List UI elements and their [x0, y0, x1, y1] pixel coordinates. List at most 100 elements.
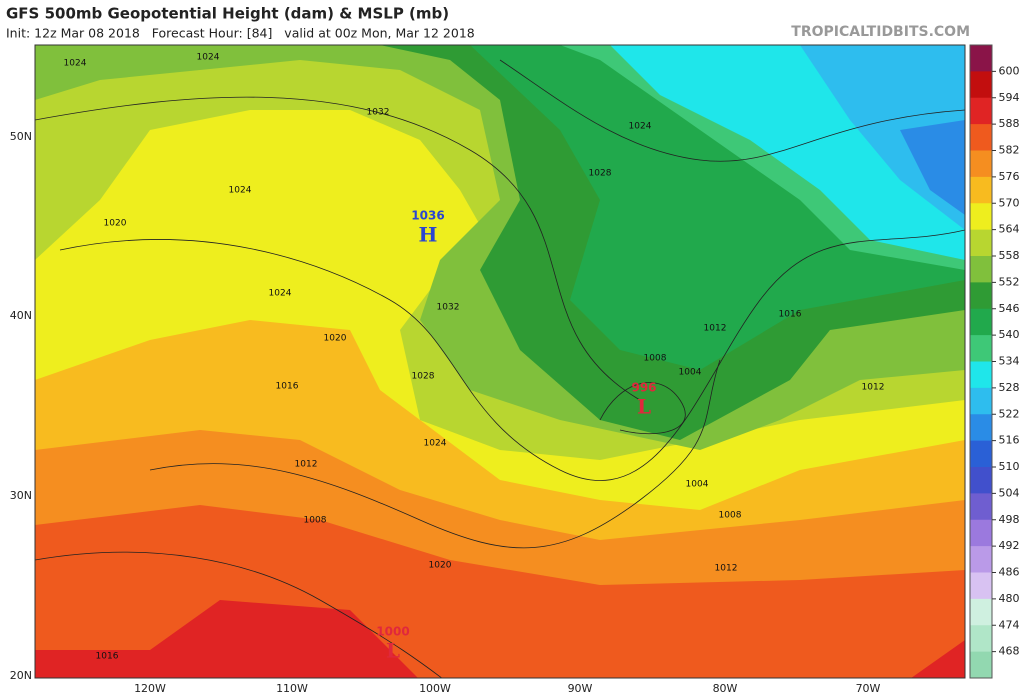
isobar — [599, 382, 686, 435]
colorbar-swatch — [970, 598, 992, 626]
isobar-label: 1028 — [589, 169, 612, 179]
isobar-label: 1032 — [367, 108, 390, 118]
isobar-label: 1020 — [429, 561, 452, 571]
colorbar-label: 570 — [999, 196, 1020, 209]
colorbar-label: 498 — [999, 513, 1020, 526]
isobar-label: 1020 — [324, 334, 347, 344]
isobar-label: 1024 — [424, 439, 447, 449]
isobar-label: 1024 — [64, 59, 87, 69]
colorbar-label: 600 — [999, 64, 1020, 77]
colorbar-label: 594 — [999, 91, 1020, 104]
colorbar-label: 582 — [999, 144, 1020, 157]
colorbar-swatch — [970, 467, 992, 494]
map-frame — [34, 44, 966, 679]
isobar-label: 1008 — [304, 516, 327, 526]
colorbar-swatch — [970, 176, 992, 204]
colorbar-label: 474 — [999, 618, 1020, 631]
colorbar-label: 504 — [999, 486, 1020, 499]
colorbar-label: 510 — [999, 460, 1020, 473]
colorbar-swatch — [970, 546, 992, 573]
isobar-label: 1032 — [437, 303, 460, 313]
colorbar-swatch — [970, 493, 992, 521]
colorbar-swatch — [970, 387, 992, 415]
system-value: 1000 — [376, 625, 409, 639]
system-letter: H — [419, 223, 438, 247]
colorbar-swatch — [970, 308, 992, 336]
longitude-label: 90W — [568, 682, 593, 695]
isobar-label: 1020 — [104, 219, 127, 229]
colorbar-swatch — [970, 71, 992, 99]
system-value: 996 — [631, 381, 656, 395]
isobar-label: 1016 — [96, 652, 119, 662]
isobar-label: 1008 — [719, 511, 742, 521]
isobar-label: 1016 — [779, 310, 802, 320]
colorbar-label: 492 — [999, 539, 1020, 552]
system-value: 1036 — [411, 209, 444, 223]
isobar-label: 1012 — [295, 460, 318, 470]
height-band — [900, 120, 965, 215]
latitude-label: 20N — [10, 669, 32, 682]
subtitle: Init: 12z Mar 08 2018 Forecast Hour: [84… — [6, 26, 475, 41]
latitude-label: 30N — [10, 489, 32, 502]
colorbar-swatch — [970, 361, 992, 389]
colorbar-swatch — [970, 45, 992, 72]
longitude-label: 120W — [134, 682, 166, 695]
isobar-label: 1008 — [644, 354, 667, 364]
colorbar-swatch — [970, 97, 992, 125]
colorbar-swatch — [970, 414, 992, 442]
isobar — [149, 359, 721, 549]
colorbar-swatch — [970, 651, 992, 679]
isobar-label: 1004 — [686, 480, 709, 490]
colorbar-swatch — [970, 150, 992, 178]
isobar-label: 1024 — [197, 53, 220, 63]
colorbar-swatch — [970, 124, 992, 151]
isobar-label: 1028 — [412, 372, 435, 382]
isobar — [59, 229, 965, 481]
colorbar-swatch — [970, 256, 992, 283]
isobar-label: 1024 — [229, 186, 252, 196]
latitude-label: 50N — [10, 130, 32, 143]
map: 1024 1024 1024 1024 1024 1020 1020 1020 1032 1032… — [35, 45, 965, 678]
colorbar-label: 558 — [999, 249, 1020, 262]
latitude-label: 40N — [10, 309, 32, 322]
colorbar-swatch — [970, 519, 992, 547]
colorbar-label: 534 — [999, 355, 1020, 368]
system-letter: L — [637, 395, 651, 419]
site: TROPICALTIDBITS.COM — [791, 24, 970, 40]
colorbar-label: 552 — [999, 275, 1020, 288]
longitude-label: 80W — [713, 682, 738, 695]
longitude-label: 100W — [419, 682, 451, 695]
colorbar-label: 516 — [999, 434, 1020, 447]
isobar-label: 1012 — [704, 324, 727, 334]
colorbar-label: 486 — [999, 566, 1020, 579]
isobar-label: 1024 — [269, 289, 292, 299]
isobar-label: 1012 — [715, 564, 738, 574]
colorbar-swatch — [970, 229, 992, 257]
isobar-label: 1016 — [276, 382, 299, 392]
colorbar-swatch — [970, 440, 992, 468]
title: GFS 500mb Geopotential Height (dam) & MS… — [6, 5, 449, 23]
longitude-label: 110W — [276, 682, 308, 695]
colorbar-label: 576 — [999, 170, 1020, 183]
colorbar-swatch — [970, 572, 992, 600]
colorbar-label: 564 — [999, 223, 1020, 236]
colorbar-label: 480 — [999, 592, 1020, 605]
colorbar-label: 528 — [999, 381, 1020, 394]
isobar-label: 1024 — [629, 122, 652, 132]
isobar-label: 1012 — [862, 383, 885, 393]
colorbar-swatch — [970, 625, 992, 653]
isobar — [499, 59, 965, 162]
isobar — [35, 551, 443, 678]
colorbar-swatch — [970, 335, 992, 362]
colorbar-swatch — [970, 203, 992, 231]
height-band — [800, 45, 965, 230]
colorbar-label: 540 — [999, 328, 1020, 341]
isobar — [35, 96, 641, 401]
colorbar-label: 522 — [999, 407, 1020, 420]
system-letter: L — [386, 639, 400, 663]
colorbar-label: 546 — [999, 302, 1020, 315]
longitude-label: 70W — [856, 682, 881, 695]
colorbar-label: 588 — [999, 117, 1020, 130]
colorbar-swatch — [970, 282, 992, 310]
